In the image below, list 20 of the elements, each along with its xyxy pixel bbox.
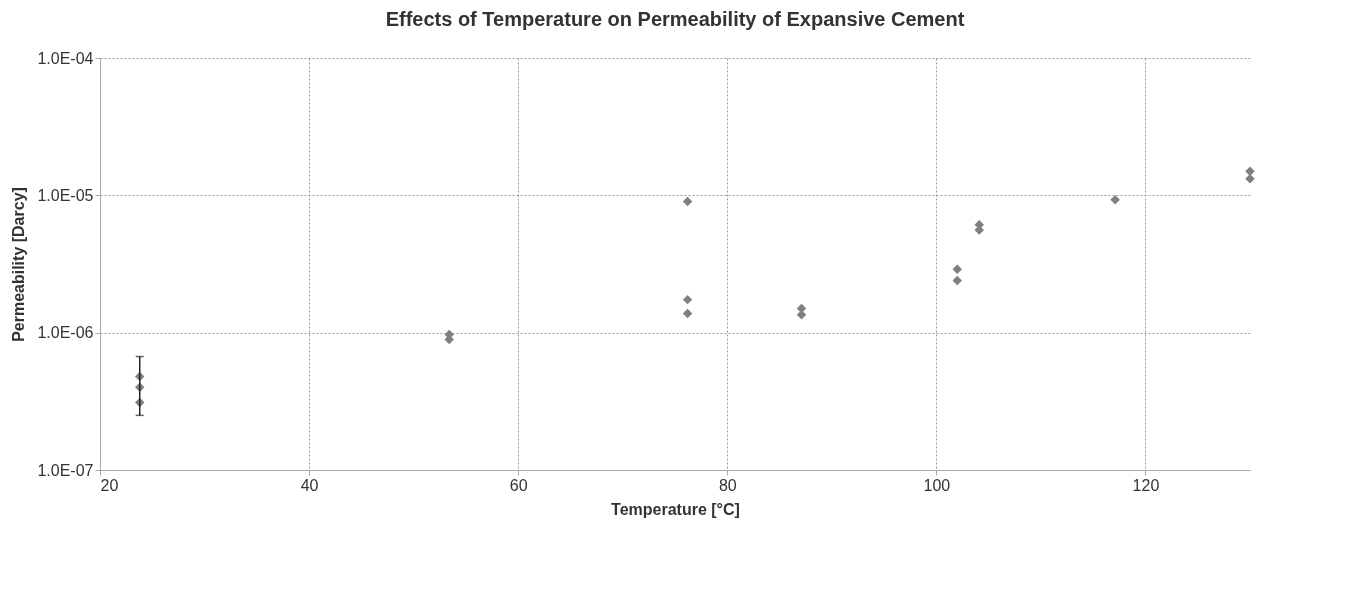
y-tick-label: 1.0E-05 [37, 186, 94, 204]
y-tick-label: 1.0E-04 [37, 49, 94, 67]
y-tick-label: 1.0E-07 [37, 461, 94, 479]
point [682, 196, 693, 207]
x-tick-label: 20 [100, 476, 119, 494]
y-tick-label: 1.0E-06 [37, 324, 94, 342]
x-tick-label: 80 [718, 476, 737, 494]
point [1110, 194, 1120, 205]
x-tick-label: 100 [923, 476, 951, 494]
x-tick-label: 120 [1132, 476, 1160, 494]
x-axis-title: Temperature [°C] [611, 500, 740, 518]
y-axis-title: Permeability [Darcy] [10, 187, 28, 342]
point [952, 264, 963, 274]
x-tick-label: 40 [300, 476, 319, 494]
point [682, 308, 693, 319]
point [682, 294, 693, 305]
x-tick-label: 60 [509, 476, 528, 494]
chart-title: Effects of Temperature on Permeability of Expansive Cement [385, 8, 965, 30]
point [796, 310, 807, 320]
point [952, 275, 963, 286]
